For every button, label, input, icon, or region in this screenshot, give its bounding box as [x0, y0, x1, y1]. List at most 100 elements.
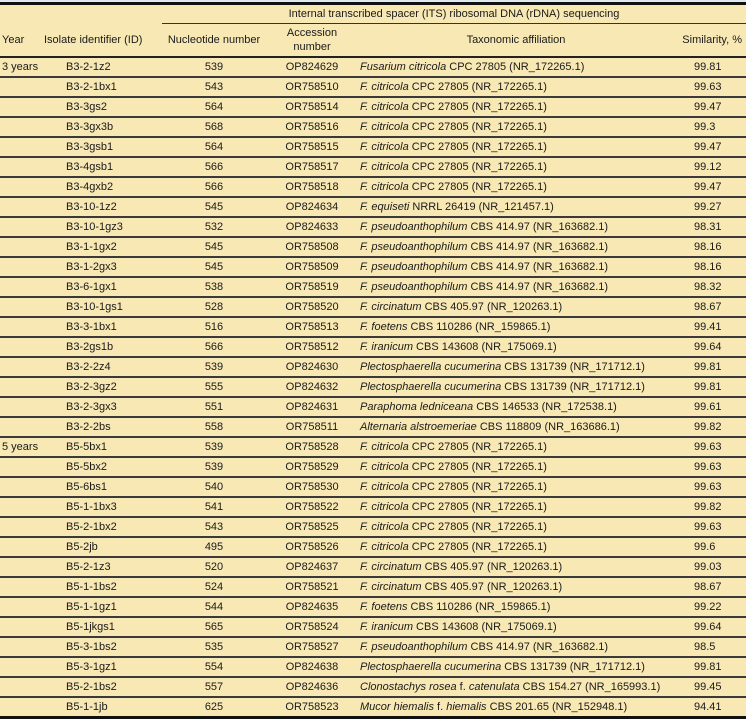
nucleotide-cell: 495: [162, 537, 266, 558]
year-cell: [0, 657, 42, 678]
taxon-detail: CPC 27805 (NR_172265.1): [408, 161, 547, 173]
year-cell: [0, 597, 42, 618]
isolate-id-cell: B3-6-1gx1: [42, 277, 162, 298]
accession-cell: OP824634: [266, 197, 358, 218]
table-row: 5 years B5-5bx1 539 OR758528 F. citricola CP…: [0, 437, 746, 458]
taxon-name: Fusarium citricola: [360, 61, 447, 73]
taxon-name: F. foetens: [360, 321, 408, 333]
accession-cell: OP824632: [266, 377, 358, 398]
accession-cell: OR758508: [266, 237, 358, 258]
taxonomy-cell: F. citricola CPC 27805 (NR_172265.1): [358, 77, 674, 98]
year-cell: [0, 357, 42, 378]
isolate-id-cell: B3-3gs2: [42, 97, 162, 118]
nucleotide-cell: 528: [162, 297, 266, 318]
similarity-cell: 98.16: [674, 257, 746, 278]
taxon-name: F. citricola: [360, 121, 409, 133]
year-cell: [0, 517, 42, 538]
table-row: B3-6-1gx1 538 OR758519 F. pseudoanthophilum…: [0, 277, 746, 298]
isolate-id-cell: B5-1-1jb: [42, 697, 162, 719]
accession-cell: OR758526: [266, 537, 358, 558]
taxon-detail: CBS 414.97 (NR_163682.1): [467, 281, 609, 293]
nucleotide-cell: 532: [162, 217, 266, 238]
isolate-id-cell: B5-2-1bx2: [42, 517, 162, 538]
taxon-detail: CPC 27805 (NR_172265.1): [408, 81, 547, 93]
table-row: B3-2-2bs 558 OR758511 Alternaria alstroemer…: [0, 417, 746, 438]
year-cell: [0, 97, 42, 118]
nucleotide-cell: 540: [162, 477, 266, 498]
year-cell: [0, 537, 42, 558]
nucleotide-cell: 541: [162, 497, 266, 518]
accession-cell: OP824638: [266, 657, 358, 678]
accession-cell: OR758527: [266, 637, 358, 658]
taxon-detail: CBS 201.65 (NR_152948.1): [486, 701, 628, 713]
similarity-cell: 99.45: [674, 677, 746, 698]
table-row: B5-1-1bs2 524 OR758521 F. circinatum CBS 40…: [0, 577, 746, 598]
similarity-cell: 98.32: [674, 277, 746, 298]
nucleotide-cell: 566: [162, 337, 266, 358]
isolate-id-cell: B5-1-1gz1: [42, 597, 162, 618]
year-cell: [0, 457, 42, 478]
isolate-id-cell: B5-1-1bx3: [42, 497, 162, 518]
year-cell: 5 years: [0, 437, 42, 458]
isolate-id-cell: B3-10-1gz3: [42, 217, 162, 238]
similarity-cell: 99.3: [674, 117, 746, 138]
similarity-cell: 99.03: [674, 557, 746, 578]
similarity-cell: 99.63: [674, 437, 746, 458]
taxon-name: F. pseudoanthophilum: [360, 281, 468, 293]
table-row: B3-3gs2 564 OR758514 F. citricola CPC 27805…: [0, 97, 746, 118]
accession-cell: OP824633: [266, 217, 358, 238]
taxonomy-cell: F. citricola CPC 27805 (NR_172265.1): [358, 97, 674, 118]
taxon-name: Alternaria alstroemeriae: [360, 421, 477, 433]
table-body: 3 years B3-2-1z2 539 OP824629 Fusarium citri…: [0, 57, 746, 719]
table-row: B3-4gsb1 566 OR758517 F. citricola CPC 2780…: [0, 157, 746, 178]
taxonomy-cell: F. pseudoanthophilum CBS 414.97 (NR_1636…: [358, 257, 674, 278]
accession-cell: OR758516: [266, 117, 358, 138]
table-row: B3-2-3gz2 555 OP824632 Plectosphaerella cuc…: [0, 377, 746, 398]
taxonomy-cell: Plectosphaerella cucumerina CBS 131739 (…: [358, 657, 674, 678]
year-cell: [0, 417, 42, 438]
similarity-cell: 99.63: [674, 77, 746, 98]
nucleotide-cell: 555: [162, 377, 266, 398]
isolate-id-cell: B5-2-1z3: [42, 557, 162, 578]
isolate-id-cell: B5-3-1gz1: [42, 657, 162, 678]
taxonomy-cell: F. circinatum CBS 405.97 (NR_120263.1): [358, 557, 674, 578]
accession-cell: OP824635: [266, 597, 358, 618]
taxon-name: F. citricola: [360, 181, 409, 193]
nucleotide-cell: 544: [162, 597, 266, 618]
taxon-detail: CBS 110286 (NR_159865.1): [407, 321, 551, 333]
taxon-detail: CBS 405.97 (NR_120263.1): [421, 581, 563, 593]
its-sequencing-table: Internal transcribed spacer (ITS) riboso…: [0, 5, 746, 719]
similarity-cell: 99.47: [674, 97, 746, 118]
isolate-id-cell: B3-1-2gx3: [42, 257, 162, 278]
taxonomy-cell: F. citricola CPC 27805 (NR_172265.1): [358, 537, 674, 558]
taxon-name: Plectosphaerella cucumerina: [360, 381, 502, 393]
year-cell: [0, 297, 42, 318]
accession-cell: OR758522: [266, 497, 358, 518]
taxonomy-cell: F. pseudoanthophilum CBS 414.97 (NR_1636…: [358, 217, 674, 238]
year-cell: [0, 477, 42, 498]
similarity-cell: 98.67: [674, 297, 746, 318]
taxon-name: F. citricola: [360, 141, 409, 153]
accession-cell: OR758515: [266, 137, 358, 158]
taxon-detail: CPC 27805 (NR_172265.1): [408, 461, 547, 473]
table-row: B5-2jb 495 OR758526 F. citricola CPC 27805 …: [0, 537, 746, 558]
taxon-detail: CBS 146533 (NR_172538.1): [473, 401, 617, 413]
isolate-id-cell: B5-3-1bs2: [42, 637, 162, 658]
year-cell: [0, 77, 42, 98]
year-cell: [0, 697, 42, 719]
nucleotide-cell: 539: [162, 57, 266, 78]
table-row: B5-1jkgs1 565 OR758524 F. iranicum CBS 1436…: [0, 617, 746, 638]
taxon-name: F. citricola: [360, 501, 409, 513]
similarity-cell: 98.31: [674, 217, 746, 238]
taxonomy-cell: F. equiseti NRRL 26419 (NR_121457.1): [358, 197, 674, 218]
nucleotide-cell: 566: [162, 157, 266, 178]
header-accession: Accession number: [266, 23, 358, 58]
taxon-detail: CBS 405.97 (NR_120263.1): [421, 561, 563, 573]
taxonomy-cell: F. citricola CPC 27805 (NR_172265.1): [358, 117, 674, 138]
taxon-detail: NRRL 26419 (NR_121457.1): [409, 201, 554, 213]
nucleotide-cell: 524: [162, 577, 266, 598]
nucleotide-cell: 535: [162, 637, 266, 658]
nucleotide-cell: 545: [162, 237, 266, 258]
taxon-name: F. pseudoanthophilum: [360, 241, 468, 253]
taxonomy-cell: Plectosphaerella cucumerina CBS 131739 (…: [358, 357, 674, 378]
